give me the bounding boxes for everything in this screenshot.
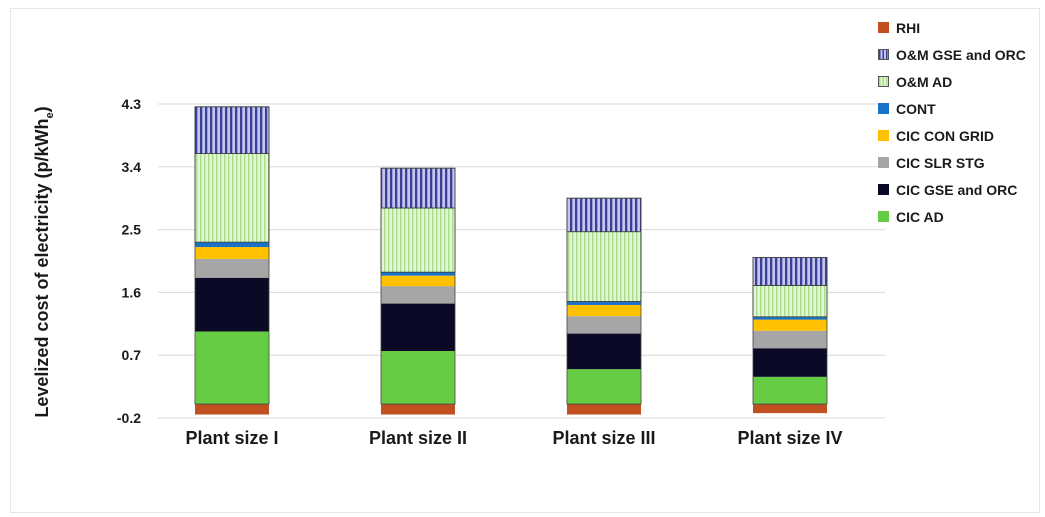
y-tick-label: 1.6 xyxy=(122,284,142,300)
x-category-label: Plant size I xyxy=(185,428,278,448)
y-tick-label: -0.2 xyxy=(117,410,141,426)
bar-segment xyxy=(753,404,827,414)
legend-swatch xyxy=(878,22,889,33)
bar-outline xyxy=(566,197,642,405)
bar-segment xyxy=(195,247,269,259)
bar-segment xyxy=(195,331,269,405)
legend-label: CIC GSE and ORC xyxy=(896,181,1018,198)
bar-outline xyxy=(380,167,456,405)
legend-swatch xyxy=(878,49,889,60)
bar-segment xyxy=(567,304,641,317)
x-axis-categories: Plant size I Plant size II Plant size III P… xyxy=(185,428,842,448)
bar-stack xyxy=(194,106,270,415)
bar-stack xyxy=(752,257,828,414)
legend-item: CIC CON GRID xyxy=(878,122,1026,149)
y-axis-label: Levelized cost of electricity (p/kWhe) xyxy=(32,106,56,418)
y-tick-label: 0.7 xyxy=(122,347,142,363)
legend-label: RHI xyxy=(896,19,921,36)
bar-segment xyxy=(380,167,456,209)
bar-outline xyxy=(194,106,270,405)
bar-segment xyxy=(566,231,642,302)
bar-segment xyxy=(753,316,827,320)
bar-segment xyxy=(195,277,269,332)
x-category-label: Plant size II xyxy=(369,428,467,448)
x-category-label: Plant size IV xyxy=(737,428,842,448)
bar-segment xyxy=(752,285,828,318)
chart-frame xyxy=(10,8,1040,513)
bar-segment xyxy=(194,106,270,154)
legend-swatch xyxy=(878,103,889,114)
bar-segment xyxy=(195,242,269,248)
bar-segment xyxy=(567,333,641,370)
bar-stack xyxy=(380,167,456,415)
bar-segment xyxy=(753,348,827,377)
bar-segment xyxy=(380,207,456,273)
bar-segment xyxy=(194,153,270,243)
bar-segment xyxy=(381,272,455,276)
bar-outline xyxy=(752,257,828,405)
y-axis-ticks: -0.2 0.7 1.6 2.5 3.4 4.3 xyxy=(117,96,141,426)
legend-item: O&M GSE and ORC xyxy=(878,41,1026,68)
legend-item: RHI xyxy=(878,14,1026,41)
legend-label: O&M GSE and ORC xyxy=(896,46,1026,63)
legend-swatch xyxy=(878,184,889,195)
legend-item: CIC GSE and ORC xyxy=(878,176,1026,203)
bar-segment xyxy=(567,301,641,305)
legend-item: CIC SLR STG xyxy=(878,149,1026,176)
legend-label: CIC CON GRID xyxy=(896,127,994,144)
bar-segment xyxy=(195,404,269,415)
legend-label: CONT xyxy=(896,100,936,117)
legend-swatch xyxy=(878,211,889,222)
bar-stack xyxy=(566,197,642,415)
bar-segment xyxy=(566,197,642,233)
bar-segment xyxy=(567,404,641,415)
bar-segment xyxy=(567,316,641,334)
bar-segment xyxy=(381,404,455,415)
bar-segment xyxy=(381,303,455,352)
legend-item: O&M AD xyxy=(878,68,1026,95)
legend-swatch xyxy=(878,157,889,168)
bars xyxy=(194,106,828,415)
bar-segment xyxy=(753,376,827,405)
legend-item: CIC AD xyxy=(878,203,1026,230)
legend-label: CIC SLR STG xyxy=(896,154,985,171)
bar-segment xyxy=(195,258,269,278)
bar-segment xyxy=(381,286,455,304)
y-tick-label: 2.5 xyxy=(122,222,142,238)
bar-segment xyxy=(381,275,455,287)
y-tick-label: 3.4 xyxy=(122,159,142,175)
legend-swatch xyxy=(878,130,889,141)
legend-label: CIC AD xyxy=(896,208,944,225)
bar-segment xyxy=(752,257,828,286)
y-tick-label: 4.3 xyxy=(122,96,142,112)
legend-label: O&M AD xyxy=(896,73,953,90)
bar-segment xyxy=(753,319,827,331)
legend: RHI O&M GSE and ORC O&M AD CONT CIC CON GRID… xyxy=(878,14,1026,230)
legend-item: CONT xyxy=(878,95,1026,122)
bar-segment xyxy=(567,369,641,405)
bar-segment xyxy=(753,330,827,349)
legend-swatch xyxy=(878,76,889,87)
bar-segment xyxy=(381,351,455,405)
x-category-label: Plant size III xyxy=(552,428,655,448)
